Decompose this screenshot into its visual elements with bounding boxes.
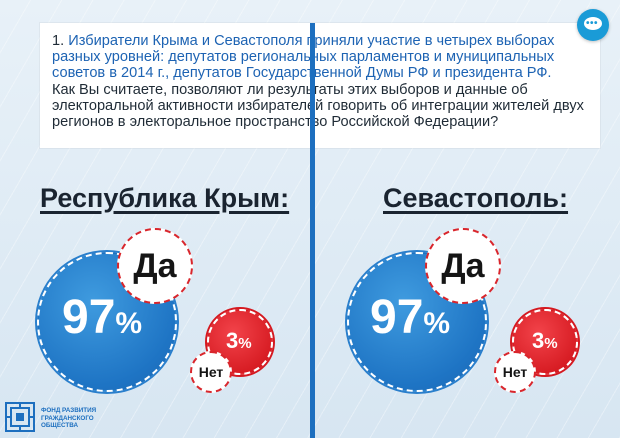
no-percent-sevastopol: 3%: [532, 328, 558, 353]
chat-button[interactable]: •••: [577, 9, 609, 41]
region-title-sevastopol: Севастополь:: [383, 183, 569, 213]
yes-label-crimea: Да: [117, 228, 193, 304]
yes-percent-crimea: 97%: [62, 291, 143, 344]
foundation-logo-text: ФОНД РАЗВИТИЯ ГРАЖДАНСКОГО ОБЩЕСТВА: [41, 407, 97, 429]
foundation-logo: ФОНД РАЗВИТИЯ ГРАЖДАНСКОГО ОБЩЕСТВА: [5, 402, 115, 434]
question-card: 1. Избиратели Крыма и Севастополя принял…: [40, 23, 600, 148]
region-title-crimea: Республика Крым:: [40, 183, 290, 213]
question-number: 1.: [52, 33, 65, 49]
yes-label-sevastopol: Да: [425, 228, 501, 304]
no-label-sevastopol: Нет: [494, 351, 536, 393]
question-prompt: Как Вы считаете, позволяют ли результаты…: [52, 81, 584, 131]
divider-line: [310, 148, 315, 438]
divider-top: [310, 23, 315, 148]
yes-percent-sevastopol: 97%: [370, 291, 451, 344]
question-context: Избиратели Крыма и Севастополя приняли у…: [52, 33, 555, 82]
no-percent-crimea: 3%: [226, 328, 252, 353]
question-text: 1. Избиратели Крыма и Севастополя принял…: [52, 33, 592, 130]
no-label-crimea: Нет: [190, 351, 232, 393]
foundation-logo-icon: [5, 402, 35, 432]
